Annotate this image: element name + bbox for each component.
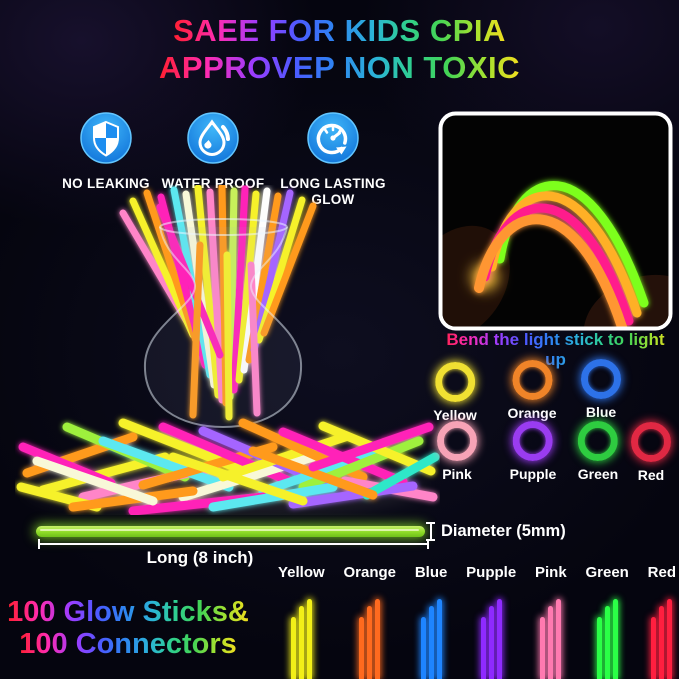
stick-column-pink: Pink bbox=[535, 564, 567, 679]
quantity-line-1: 100 Glow Sticks& bbox=[7, 596, 249, 628]
stick-group bbox=[420, 599, 442, 679]
length-measure-bracket bbox=[38, 539, 429, 549]
diameter-label-row: Diameter (5mm) bbox=[426, 522, 566, 541]
stick-group bbox=[651, 599, 673, 679]
stick-column-red: Red bbox=[648, 564, 676, 679]
stick-column-green: Green bbox=[585, 564, 629, 679]
stick-group bbox=[290, 599, 312, 679]
feature-long-lasting-glow: LONG LASTING GLOW bbox=[266, 112, 400, 208]
bend-demo-photo bbox=[438, 111, 673, 331]
diameter-measure-icon bbox=[426, 522, 435, 541]
ring-icon bbox=[437, 421, 477, 461]
feature-label: LONG LASTING GLOW bbox=[280, 176, 386, 207]
stick-column-blue: Blue bbox=[415, 564, 447, 679]
glow-sticks-pile bbox=[16, 418, 440, 516]
glow-sticks-vase-photo bbox=[15, 183, 440, 516]
ring-icon bbox=[578, 421, 618, 461]
finger-silhouette-left bbox=[442, 225, 510, 327]
long-lasting-gauge-icon bbox=[307, 112, 359, 168]
swatch-orange: Orange bbox=[507, 360, 557, 421]
ring-icon bbox=[581, 359, 621, 399]
ring-icon bbox=[631, 422, 671, 462]
feature-water-proof: WATER PROOF bbox=[146, 112, 280, 192]
feature-label: NO LEAKING bbox=[62, 176, 150, 191]
feature-no-leaking: NO LEAKING bbox=[39, 112, 173, 192]
title-line-1: SAEE FOR KIDS CPIA bbox=[173, 13, 506, 48]
water-drop-icon bbox=[187, 112, 239, 168]
stick-group bbox=[480, 599, 502, 679]
ring-icon bbox=[434, 362, 475, 402]
ring-icon bbox=[511, 360, 552, 400]
shield-no-leaking-icon bbox=[80, 112, 132, 168]
stick-column-pupple: Pupple bbox=[466, 564, 516, 679]
stick-column-yellow: Yellow bbox=[278, 564, 325, 679]
color-stick-columns: Yellow Orange Blue Pupple Pink bbox=[278, 564, 676, 679]
swatch-yellow: Yellow bbox=[433, 362, 477, 423]
diameter-label: Diameter (5mm) bbox=[441, 522, 566, 540]
quantity-line-2: 100 Connectors bbox=[19, 628, 237, 660]
title-line-2: APPROVEP NON TOXIC bbox=[159, 50, 520, 85]
stick-group bbox=[359, 599, 381, 679]
glass-vase bbox=[143, 218, 303, 429]
ring-icon bbox=[512, 421, 553, 461]
swatch-green: Green bbox=[578, 421, 618, 482]
stick-group bbox=[596, 599, 618, 679]
length-label: Long (8 inch) bbox=[146, 548, 254, 567]
stick-column-orange: Orange bbox=[344, 564, 396, 679]
swatch-red: Red bbox=[631, 422, 671, 483]
stick-group bbox=[540, 599, 562, 679]
swatch-blue: Blue bbox=[581, 359, 621, 420]
inset-caption: Bend the light stick to light up bbox=[436, 330, 675, 370]
green-glow-stick-sample bbox=[36, 526, 425, 537]
page-title: SAEE FOR KIDS CPIA APPROVEP NON TOXIC bbox=[0, 12, 679, 86]
bent-glow-sticks bbox=[474, 181, 649, 327]
swatch-pink: Pink bbox=[437, 421, 477, 482]
feature-badges: NO LEAKING WATER PROOF bbox=[0, 112, 440, 207]
quantity-text: 100 Glow Sticks& 100 Connectors bbox=[2, 596, 254, 660]
swatch-pupple: Pupple bbox=[510, 421, 556, 482]
vase-stick-fan bbox=[119, 183, 317, 421]
feature-label: WATER PROOF bbox=[161, 176, 265, 191]
